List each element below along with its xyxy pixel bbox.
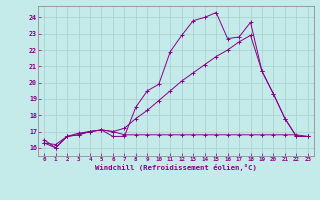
X-axis label: Windchill (Refroidissement éolien,°C): Windchill (Refroidissement éolien,°C) — [95, 164, 257, 171]
